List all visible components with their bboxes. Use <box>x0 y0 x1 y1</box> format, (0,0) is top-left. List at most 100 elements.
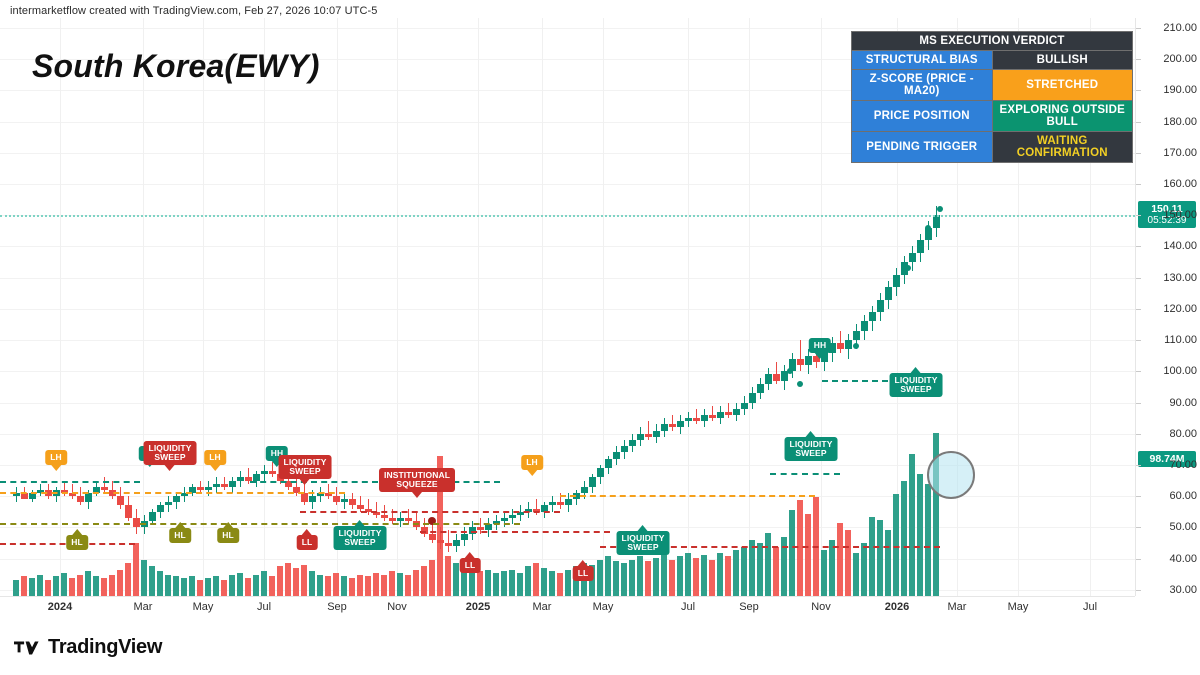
volume-bar <box>389 571 395 596</box>
horizontal-gridline <box>0 152 1135 154</box>
time-axis-tick: Mar <box>133 601 153 613</box>
candle-body <box>629 439 636 447</box>
candle-body <box>717 411 724 419</box>
vertical-gridline <box>897 18 898 596</box>
candle-body <box>405 517 412 522</box>
candle-wick <box>448 530 449 553</box>
candle-body <box>397 517 404 522</box>
annotation-label-text: LH <box>50 452 62 462</box>
chart-annotation-liquidity-sweep: LIQUIDITY SWEEP <box>889 367 943 397</box>
chart-annotation-lh: LH <box>521 455 543 476</box>
volume-bar <box>605 556 611 596</box>
candle-body <box>877 299 884 312</box>
verdict-value-z-score: STRETCHED <box>991 69 1133 101</box>
vertical-gridline <box>749 18 750 596</box>
volume-bar <box>925 483 931 596</box>
volume-bar <box>405 574 411 596</box>
volume-bar <box>909 454 915 596</box>
annotation-label-text: LIQUIDITY SWEEP <box>621 533 665 552</box>
volume-bar <box>413 569 419 596</box>
volume-bar <box>885 530 891 596</box>
candle-body <box>421 527 428 534</box>
chart-annotation-hh: HH <box>808 338 832 359</box>
price-axis-tick: 70.00 <box>1169 458 1197 471</box>
volume-bar <box>109 574 115 596</box>
structure-level-line <box>0 523 130 525</box>
volume-bar <box>741 546 747 596</box>
volume-bar <box>205 577 211 596</box>
annotation-label-text: HL <box>71 537 83 547</box>
page-title: South Korea(EWY) <box>32 48 320 84</box>
price-axis-tick-mark <box>1136 277 1141 279</box>
chart-annotation-lh: LH <box>45 450 67 471</box>
volume-bar <box>237 572 243 596</box>
swing-marker-dot <box>877 299 883 306</box>
candle-body <box>245 477 252 481</box>
volume-bar <box>445 556 451 596</box>
volume-bar <box>421 566 427 596</box>
structure-level-line <box>0 481 140 483</box>
volume-bar <box>637 556 643 596</box>
candle-wick <box>480 517 481 534</box>
volume-bar <box>173 576 179 596</box>
candle-body <box>37 489 44 493</box>
candle-body <box>909 252 916 263</box>
vertical-gridline <box>337 18 338 596</box>
annotation-label-text: HH <box>813 340 827 350</box>
table-row: Z-SCORE (PRICE - MA20) STRETCHED <box>851 69 1133 101</box>
chart-annotation-liquidity-sweep: LIQUIDITY SWEEP <box>143 441 197 471</box>
volume-bar <box>773 546 779 596</box>
price-axis-tick: 60.00 <box>1169 490 1197 503</box>
verdict-value-pending-trigger: WAITING CONFIRMATION <box>991 131 1133 163</box>
price-axis-tick: 110.00 <box>1164 334 1197 347</box>
candle-body <box>29 493 36 500</box>
candle-body <box>893 274 900 288</box>
volume-bar <box>309 571 315 596</box>
volume-bar <box>29 577 35 596</box>
candle-body <box>757 383 764 394</box>
volume-bar <box>213 576 219 596</box>
candle-wick <box>384 505 385 522</box>
candle-wick <box>696 408 697 425</box>
price-axis-tick: 100.00 <box>1163 365 1197 378</box>
candle-body <box>901 262 908 275</box>
candle-body <box>589 477 596 487</box>
candle-body <box>213 483 220 487</box>
price-axis-tick-mark <box>1136 464 1141 466</box>
swing-marker-dot <box>428 517 436 526</box>
candle-body <box>765 374 772 384</box>
swing-marker-dot <box>925 224 931 231</box>
candle-body <box>789 358 796 372</box>
volume-bar <box>517 572 523 596</box>
candle-body <box>501 517 508 522</box>
candle-body <box>229 480 236 487</box>
annotation-label-text: LL <box>577 568 589 578</box>
volume-bar <box>269 576 275 596</box>
volume-bar <box>317 574 323 596</box>
time-axis-tick: Sep <box>327 601 347 613</box>
annotation-label-text: LL <box>464 560 476 570</box>
price-axis[interactable]: 150.11 05:52:39 98.74M 210.00 200.00 190.0… <box>1135 18 1200 596</box>
volume-bar <box>77 574 83 596</box>
candle-body <box>733 408 740 415</box>
candle-body <box>269 471 276 475</box>
time-axis[interactable]: 2024 Mar May Jul Sep Nov 2025 Mar May Jul Sep Nov 20… <box>0 596 1135 621</box>
horizontal-gridline <box>0 433 1135 435</box>
volume-bar <box>485 569 491 596</box>
verdict-value-structural-bias: BULLISH <box>991 50 1133 70</box>
candle-wick <box>272 461 273 478</box>
price-axis-tick: 120.00 <box>1163 302 1197 315</box>
volume-bar <box>869 516 875 596</box>
candle-wick <box>712 405 713 422</box>
candle-body <box>581 486 588 493</box>
price-axis-tick-mark <box>1136 152 1141 154</box>
candle-body <box>861 321 868 331</box>
volume-bar <box>709 559 715 596</box>
volume-bar <box>845 530 851 596</box>
structure-level-line <box>140 523 520 525</box>
volume-bar <box>917 473 923 596</box>
volume-bar <box>477 571 483 596</box>
volume-bar <box>717 553 723 596</box>
volume-bar <box>757 543 763 596</box>
volume-bar <box>853 553 859 596</box>
